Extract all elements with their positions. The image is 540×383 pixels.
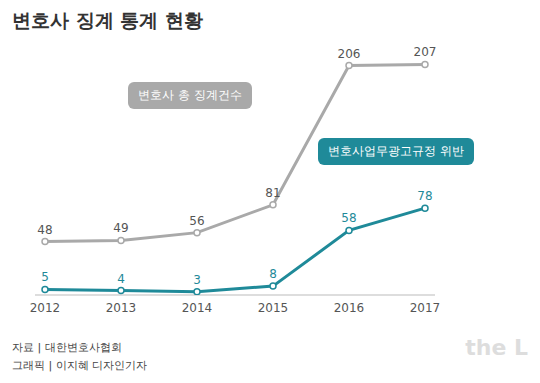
html-text:the L: the L bbox=[465, 335, 528, 360]
svg-text:58: 58 bbox=[341, 211, 356, 225]
svg-text:81: 81 bbox=[265, 186, 280, 200]
svg-text:2017: 2017 bbox=[410, 301, 441, 315]
html-text:그래픽 | 이지혜 디자인기자: 그래픽 | 이지혜 디자인기자 bbox=[12, 359, 148, 372]
svg-text:3: 3 bbox=[193, 273, 201, 287]
html-text:자료 | 대한변호사협회: 자료 | 대한변호사협회 bbox=[12, 341, 122, 354]
html-text:변호사 총 징계건수: 변호사 총 징계건수 bbox=[138, 88, 242, 102]
svg-text:2012: 2012 bbox=[30, 301, 61, 315]
svg-text:48: 48 bbox=[37, 223, 52, 237]
svg-text:5: 5 bbox=[41, 270, 49, 284]
svg-text:8: 8 bbox=[269, 267, 277, 281]
svg-text:2016: 2016 bbox=[334, 301, 365, 315]
svg-text:2013: 2013 bbox=[106, 301, 137, 315]
svg-text:206: 206 bbox=[338, 47, 361, 61]
svg-text:4: 4 bbox=[117, 272, 125, 286]
svg-text:207: 207 bbox=[414, 45, 437, 59]
svg-text:78: 78 bbox=[417, 189, 432, 203]
svg-text:2015: 2015 bbox=[258, 301, 289, 315]
svg-text:2014: 2014 bbox=[182, 301, 213, 315]
svg-text:49: 49 bbox=[113, 221, 128, 235]
html-text:변호사업무광고규정 위반: 변호사업무광고규정 위반 bbox=[328, 144, 464, 158]
html-text:변호사 징계 통계 현황: 변호사 징계 통계 현황 bbox=[12, 9, 203, 31]
svg-text:56: 56 bbox=[189, 214, 204, 228]
